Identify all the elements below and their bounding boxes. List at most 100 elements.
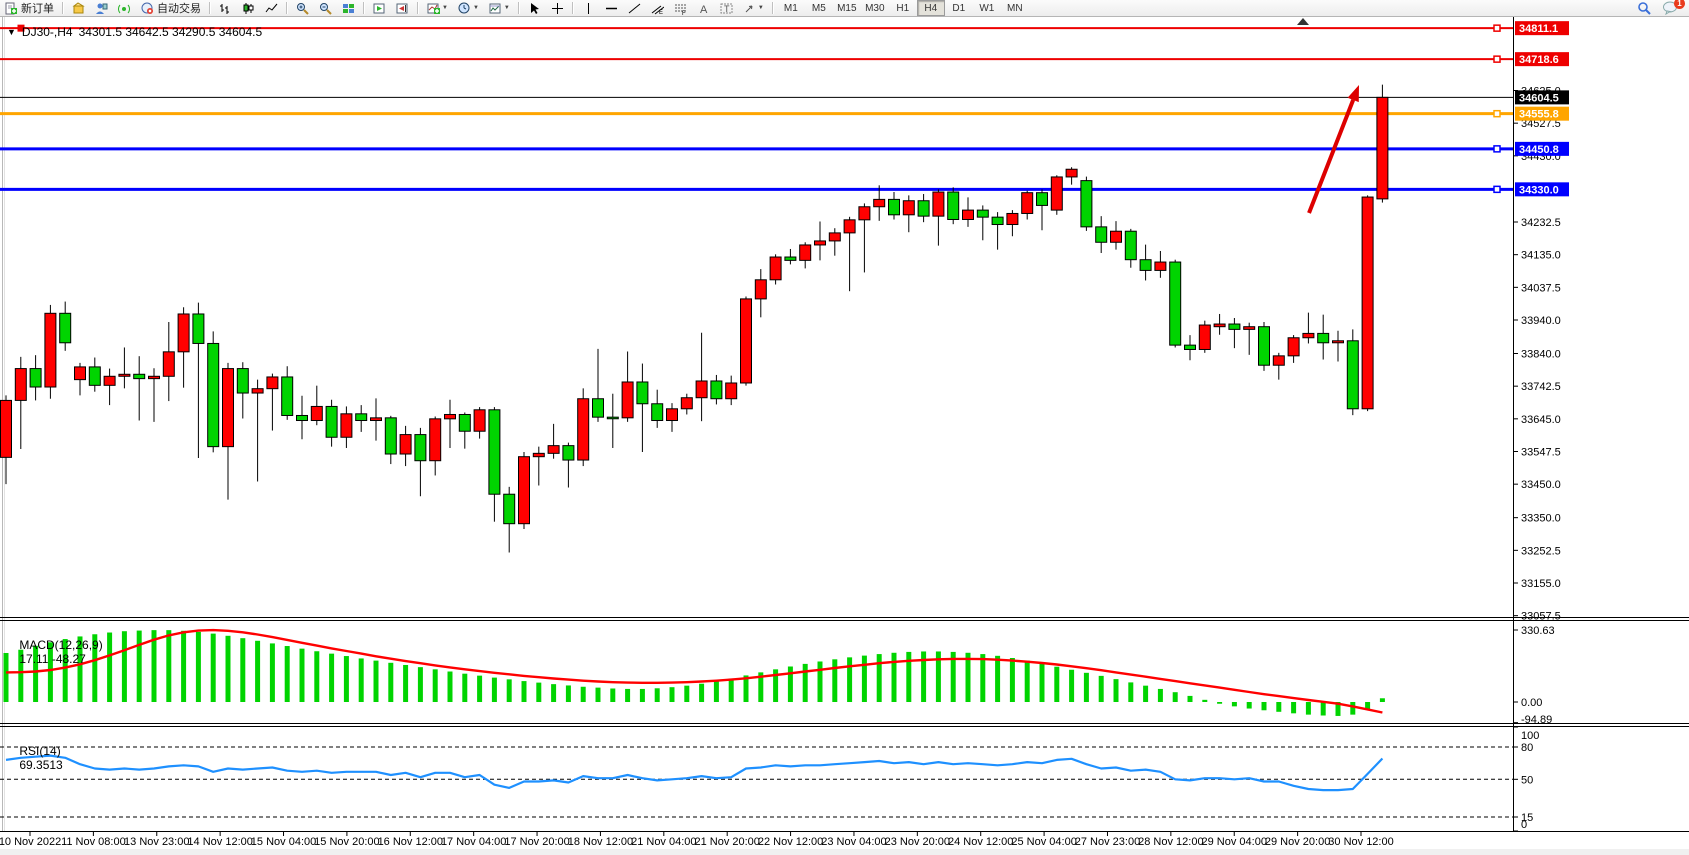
- candle-bull[interactable]: [1050, 176, 1063, 211]
- candle-bull[interactable]: [547, 445, 560, 454]
- candle-bull[interactable]: [222, 368, 234, 448]
- hline-handle[interactable]: [1493, 109, 1501, 118]
- candle-bear[interactable]: [1184, 344, 1196, 350]
- periods-button[interactable]: ▼: [454, 0, 483, 16]
- candle-bull[interactable]: [769, 256, 782, 281]
- candle-bull[interactable]: [162, 351, 175, 377]
- autotrading-button[interactable]: 自动交易: [137, 0, 205, 16]
- candle-bull[interactable]: [118, 373, 131, 377]
- candle-bull[interactable]: [103, 375, 116, 386]
- candle-bear[interactable]: [976, 209, 989, 218]
- navigator-button[interactable]: [114, 0, 135, 16]
- candle-bear[interactable]: [1124, 230, 1137, 261]
- chart-shift-marker[interactable]: [1297, 18, 1309, 25]
- timeframe-H4-button[interactable]: H4: [916, 0, 945, 16]
- candle-bull[interactable]: [148, 375, 160, 380]
- candle-bull[interactable]: [577, 398, 590, 461]
- candle-bear[interactable]: [503, 493, 516, 525]
- candle-bull[interactable]: [444, 413, 456, 420]
- timeframe-M1-button[interactable]: M1: [783, 2, 798, 14]
- candle-bear[interactable]: [651, 403, 664, 422]
- candle-bear[interactable]: [562, 445, 575, 461]
- chart-shift-button[interactable]: [392, 0, 413, 16]
- candle-bull[interactable]: [1361, 196, 1374, 410]
- timeframe-MN-button[interactable]: MN: [1007, 2, 1023, 14]
- candle-bear[interactable]: [1346, 340, 1359, 410]
- candle-bull[interactable]: [932, 191, 945, 217]
- zoom-in-button[interactable]: [292, 0, 313, 16]
- candle-bull[interactable]: [1154, 261, 1167, 271]
- candle-bull[interactable]: [266, 376, 279, 390]
- candle-bull[interactable]: [1376, 96, 1389, 200]
- candle-bull[interactable]: [1302, 332, 1315, 339]
- candle-bull[interactable]: [843, 219, 856, 234]
- candle-bull[interactable]: [340, 413, 353, 438]
- candle-bull[interactable]: [1021, 192, 1034, 214]
- candle-chart-button[interactable]: [238, 0, 259, 16]
- trendline-button[interactable]: [624, 0, 645, 16]
- timeframe-M15-button[interactable]: M15: [837, 2, 857, 14]
- candle-bull[interactable]: [902, 200, 915, 216]
- candle-bull[interactable]: [740, 298, 752, 384]
- new-order-button[interactable]: 新订单: [1, 0, 58, 16]
- market-watch-button[interactable]: [68, 0, 89, 16]
- candle-bull[interactable]: [14, 368, 27, 401]
- timeframe-H1-button[interactable]: H1: [896, 2, 910, 14]
- timeframe-M5-button[interactable]: M5: [811, 2, 826, 14]
- arrows-button[interactable]: ▼: [739, 0, 768, 16]
- candle-bull[interactable]: [754, 279, 767, 300]
- equidistant-channel-button[interactable]: E: [647, 0, 668, 16]
- candle-bear[interactable]: [1036, 192, 1048, 206]
- zoom-out-button[interactable]: [315, 0, 336, 16]
- tile-windows-button[interactable]: [338, 0, 359, 16]
- candle-bear[interactable]: [606, 416, 619, 420]
- text-button[interactable]: A: [693, 0, 714, 16]
- candle-bear[interactable]: [710, 380, 723, 400]
- candle-bear[interactable]: [1139, 259, 1152, 271]
- candle-bull[interactable]: [429, 418, 442, 462]
- candle-bear[interactable]: [192, 313, 205, 344]
- candle-bull[interactable]: [1065, 168, 1078, 178]
- candle-bull[interactable]: [74, 366, 86, 381]
- candle-bull[interactable]: [814, 240, 826, 246]
- trend-arrow[interactable]: [1307, 99, 1356, 214]
- hline-handle[interactable]: [17, 24, 25, 32]
- hline-handle[interactable]: [1493, 24, 1501, 32]
- candle-bull[interactable]: [1272, 355, 1285, 366]
- candle-bull[interactable]: [1213, 323, 1226, 328]
- text-label-button[interactable]: T: [716, 0, 737, 16]
- candle-bull[interactable]: [828, 232, 841, 242]
- candle-bull[interactable]: [1287, 337, 1300, 357]
- crosshair-button[interactable]: [547, 0, 568, 16]
- candle-bull[interactable]: [44, 312, 57, 388]
- data-window-button[interactable]: [91, 0, 112, 16]
- hline-handle[interactable]: [1493, 55, 1501, 63]
- candle-bear[interactable]: [133, 373, 146, 380]
- candle-bear[interactable]: [917, 200, 930, 217]
- candle-bull[interactable]: [799, 244, 812, 261]
- candle-bear[interactable]: [458, 413, 471, 432]
- candle-bull[interactable]: [251, 388, 264, 394]
- candle-bull[interactable]: [1006, 212, 1019, 226]
- candle-bull[interactable]: [695, 380, 708, 399]
- candle-bull[interactable]: [370, 417, 382, 422]
- candle-bear[interactable]: [296, 414, 308, 422]
- candle-bear[interactable]: [592, 398, 604, 418]
- candle-bull[interactable]: [1243, 326, 1256, 330]
- candle-bear[interactable]: [888, 198, 900, 216]
- candle-bear[interactable]: [1258, 326, 1270, 366]
- candle-bear[interactable]: [636, 381, 649, 405]
- candle-bear[interactable]: [384, 417, 397, 455]
- candle-bull[interactable]: [962, 209, 974, 220]
- candle-bear[interactable]: [784, 256, 797, 261]
- candle-bull[interactable]: [1110, 230, 1122, 243]
- candle-bear[interactable]: [59, 312, 72, 344]
- candle-bull[interactable]: [725, 382, 738, 400]
- candle-bear[interactable]: [1317, 332, 1330, 344]
- cursor-button[interactable]: [524, 0, 545, 16]
- timeframe-D1-button[interactable]: D1: [952, 2, 966, 14]
- candle-bull[interactable]: [310, 405, 323, 422]
- templates-button[interactable]: ▼: [485, 0, 514, 16]
- search-button[interactable]: [1633, 0, 1656, 16]
- bar-chart-button[interactable]: [215, 0, 236, 16]
